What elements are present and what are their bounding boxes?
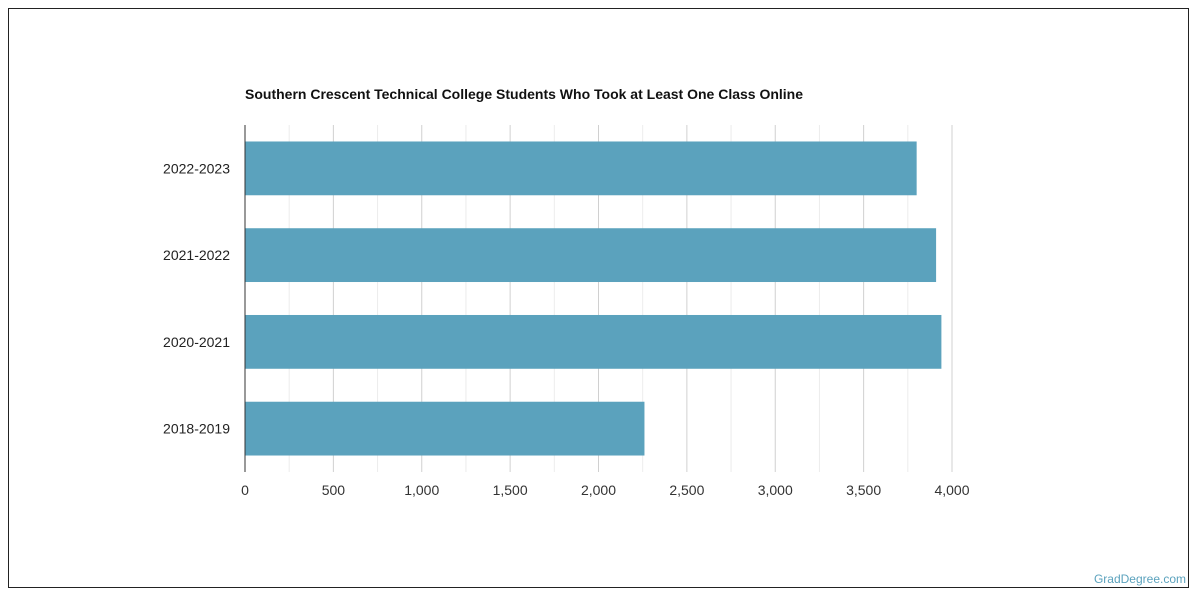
bars [245,141,942,456]
x-tick-label: 3,000 [758,482,793,498]
x-tick-label: 4,000 [934,482,969,498]
category-label: 2020-2021 [163,334,230,350]
source-credit[interactable]: GradDegree.com [1093,572,1186,586]
bar[interactable] [245,401,645,456]
x-tick-label: 1,000 [404,482,439,498]
category-label: 2022-2023 [163,160,230,176]
x-tick-label: 1,500 [493,482,528,498]
bar[interactable] [245,141,917,196]
chart-frame [8,8,1189,588]
bar[interactable] [245,314,942,369]
x-tick-label: 500 [322,482,346,498]
x-tick-label: 2,500 [669,482,704,498]
x-tick-label: 2,000 [581,482,616,498]
chart-title: Southern Crescent Technical College Stud… [245,86,803,102]
x-tick-label: 0 [241,482,249,498]
axes: 0 500 1,000 1,500 2,000 2,500 3,000 3,500 4,000 2… [163,125,970,498]
category-label: 2018-2019 [163,421,230,437]
bar[interactable] [245,228,937,283]
category-label: 2021-2022 [163,247,230,263]
x-tick-label: 3,500 [846,482,881,498]
